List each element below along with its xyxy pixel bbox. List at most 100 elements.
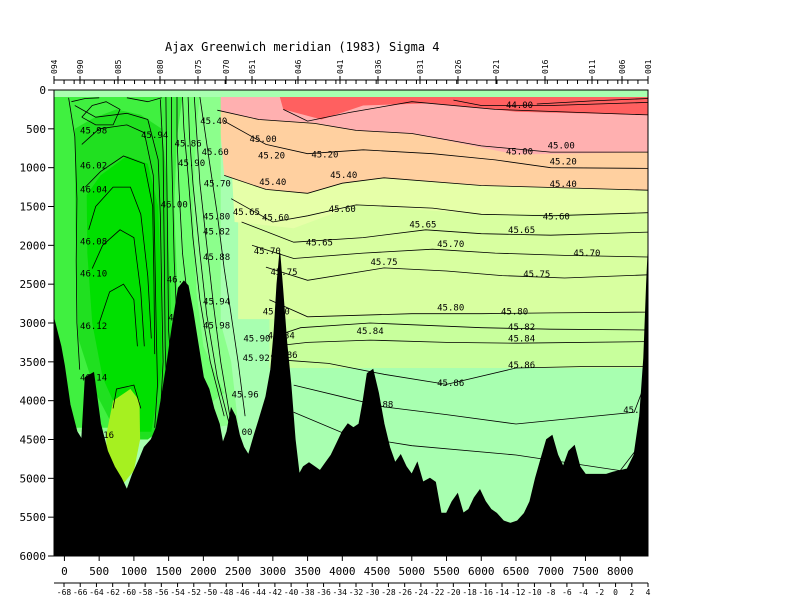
contour-line-2	[224, 120, 649, 169]
contour-line-4	[231, 198, 649, 223]
depth-tick-label-5: 2500	[20, 278, 47, 291]
contour-label-49: 46.00	[161, 200, 188, 210]
latitude-tick-label-26: -16	[479, 588, 494, 597]
latitude-tick-label-27: -14	[495, 588, 510, 597]
contour-label-43: 45.94	[141, 131, 168, 141]
distance-tick-label-9: 4500	[364, 565, 391, 578]
contour-label-55: 46.14	[80, 374, 107, 384]
contour-line-32	[126, 97, 162, 103]
station-tick-label-16: 001	[644, 59, 653, 74]
contour-line-6	[251, 244, 649, 259]
contour-label-39: 45.88	[366, 401, 393, 411]
latitude-tick-label-32: -4	[578, 588, 588, 597]
distance-tick-label-14: 7000	[537, 565, 564, 578]
distance-tick-label-7: 3500	[294, 565, 321, 578]
latitude-tick-label-9: -50	[203, 588, 218, 597]
station-tick-label-9: 036	[374, 59, 383, 74]
distance-tick-label-8: 4000	[329, 565, 356, 578]
latitude-tick-label-24: -20	[446, 588, 461, 597]
contour-label-59: 4.00	[231, 428, 253, 438]
latitude-tick-label-20: -28	[381, 588, 396, 597]
contour-line-9	[279, 322, 649, 335]
contour-label-17: 45.65	[409, 221, 436, 231]
distance-tick-label-16: 8000	[607, 565, 634, 578]
station-tick-label-11: 026	[454, 59, 463, 74]
latitude-tick-label-36: 4	[646, 588, 651, 597]
latitude-tick-label-14: -40	[284, 588, 299, 597]
contour-line-29	[112, 384, 142, 409]
contour-label-23: 45.75	[270, 268, 297, 278]
contour-label-16: 45.65	[306, 238, 333, 248]
depth-tick-label-12: 6000	[20, 550, 47, 563]
contour-label-11: 45.60	[202, 148, 229, 158]
distance-tick-label-4: 2000	[190, 565, 217, 578]
contour-label-41: 45.90	[243, 335, 270, 345]
contour-line-23	[74, 105, 164, 417]
band-46-12	[86, 156, 162, 432]
contour-label-47: 45.98	[203, 321, 230, 331]
depth-tick-label-2: 1000	[20, 162, 47, 175]
contour-label-42: 45.92	[243, 354, 270, 364]
latitude-axis: -68 -66 -64 -62 -60 -58 -56 -54 -52 -50 -48 -46 -44-…	[54, 582, 651, 597]
latitude-tick-label-7: -54	[170, 588, 185, 597]
station-axis: 094 090 085 080 075 070 051 046 041 036 031 026 021 0…	[50, 59, 653, 84]
contour-label-31: 45.82	[508, 323, 535, 333]
contour-line-14	[199, 96, 246, 417]
contour-line-31	[71, 97, 100, 103]
contour-label-19: 45.70	[204, 179, 231, 189]
distance-tick-label-2: 1000	[121, 565, 148, 578]
contour-line-28	[98, 283, 138, 347]
latitude-tick-label-6: -56	[154, 588, 169, 597]
contour-label-3: 45.00	[250, 135, 277, 145]
contour-line-0	[283, 101, 649, 122]
latitude-tick-label-35: 2	[629, 588, 634, 597]
distance-tick-label-10: 5000	[399, 565, 426, 578]
contour-label-57: 45.8	[623, 406, 645, 416]
contour-line-10	[279, 339, 649, 346]
contour-label-2: 45.00	[548, 141, 575, 151]
station-tick-label-8: 041	[336, 59, 345, 74]
contour-line-34	[536, 98, 649, 105]
distance-tick-label-1: 500	[89, 565, 109, 578]
contour-line-21	[159, 99, 168, 409]
contour-label-62: 46.	[167, 356, 183, 366]
distance-axis: 0 500 1000 1500 2000 2500 3000 3500 4000 4500 5000…	[61, 556, 633, 578]
latitude-tick-label-0: -68	[57, 588, 72, 597]
latitude-tick-label-12: -44	[251, 588, 266, 597]
station-tick-label-15: 006	[618, 59, 627, 74]
contour-line-15	[193, 96, 232, 425]
contour-label-32: 45.84	[268, 332, 295, 342]
latitude-tick-label-28: -12	[511, 588, 526, 597]
station-tick-label-4: 075	[194, 59, 203, 74]
contour-label-52: 46.08	[80, 238, 107, 248]
latitude-tick-label-4: -60	[122, 588, 137, 597]
station-tick-label-12: 021	[492, 59, 501, 74]
contour-label-9: 45.40	[330, 171, 357, 181]
latitude-tick-label-22: -24	[414, 588, 429, 597]
depth-tick-label-0: 0	[39, 84, 46, 97]
depth-axis: 0 500 1000 1500 2000 2500 3000 3500 4000 4500 5000…	[20, 84, 54, 563]
contour-line-7	[265, 266, 649, 281]
latitude-tick-label-11: -46	[235, 588, 250, 597]
contour-label-28: 45.80	[437, 304, 464, 314]
station-tick-label-10: 031	[416, 59, 425, 74]
latitude-tick-label-18: -32	[349, 588, 364, 597]
latitude-tick-label-13: -42	[268, 588, 283, 597]
contour-label-4: 45.20	[550, 158, 577, 168]
contour-label-54: 46.12	[80, 322, 107, 332]
latitude-tick-label-15: -38	[300, 588, 315, 597]
latitude-tick-label-10: -48	[219, 588, 234, 597]
contour-label-37: 45.86	[508, 361, 535, 371]
contour-label-33: 45.84	[357, 327, 384, 337]
contour-label-7: 45.40	[200, 117, 227, 127]
contour-label-5: 45.20	[258, 151, 285, 161]
latitude-tick-label-16: -36	[316, 588, 331, 597]
contour-line-3	[224, 175, 649, 194]
contour-label-61: 46.	[168, 314, 184, 324]
contour-line-8	[269, 299, 649, 318]
contour-line-16	[187, 96, 232, 432]
contour-label-24: 45.75	[370, 258, 397, 268]
depth-tick-label-3: 1500	[20, 201, 47, 214]
latitude-tick-label-33: -2	[595, 588, 605, 597]
contour-labels: 44.00 45.00 45.00 45.00 45.20 45.20 45.20 45.40…	[80, 101, 646, 471]
